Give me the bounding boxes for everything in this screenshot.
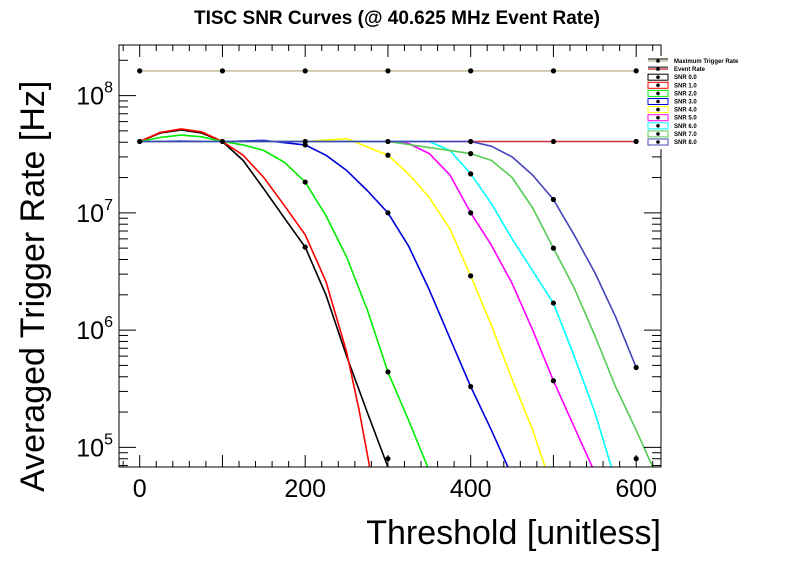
legend-marker [656, 91, 660, 96]
chart-title: TISC SNR Curves (@ 40.625 MHz Event Rate… [194, 8, 600, 29]
data-point [137, 138, 143, 145]
data-point [302, 179, 308, 185]
legend-entry: SNR 6.0 [647, 122, 697, 130]
data-point [550, 245, 557, 251]
x-axis-label: Threshold [unitless] [366, 514, 661, 552]
legend-entry: Maximum Trigger Rate [648, 58, 739, 65]
data-point [302, 68, 308, 74]
x-axis: 0 200 400 600 [122, 45, 657, 503]
data-point [302, 142, 308, 148]
legend-marker [656, 67, 660, 71]
data-point [633, 138, 639, 145]
data-point [385, 152, 391, 158]
y-tick-label: 106 [76, 314, 113, 345]
data-point [385, 210, 391, 216]
legend-entry: SNR 4.0 [647, 106, 697, 114]
legend-marker [656, 75, 660, 79]
legend-entry: SNR 5.0 [647, 114, 697, 122]
legend-marker [656, 132, 660, 136]
legend-entry: SNR 1.0 [647, 81, 697, 89]
legend-label: SNR 2.0 [674, 91, 697, 97]
legend-label: SNR 3.0 [674, 100, 697, 106]
series-line-snr-6-0 [139, 140, 613, 467]
data-point [302, 244, 308, 250]
legend-label: SNR 1.0 [674, 83, 697, 89]
data-point [219, 68, 226, 74]
legend-label: SNR 6.0 [674, 124, 697, 130]
data-point [550, 68, 557, 74]
data-point [385, 68, 391, 74]
series-line-snr-4-0 [139, 137, 546, 467]
plot-frame [118, 44, 662, 468]
series-lines [139, 70, 654, 467]
data-point [468, 383, 474, 390]
legend-entry: Event Rate [648, 66, 706, 73]
series-line-snr-0-0 [139, 129, 389, 467]
y-tick-label: 105 [76, 431, 113, 462]
series-line-snr-3-0 [139, 139, 509, 467]
legend-marker [656, 59, 660, 63]
y-axis: 105 106 107 108 [76, 59, 661, 467]
series-line-snr-1-0 [139, 128, 371, 467]
data-point [633, 68, 639, 74]
legend-marker [656, 107, 660, 112]
legend-label: SNR 4.0 [674, 108, 697, 114]
data-point [633, 364, 639, 371]
legend-entry: SNR 2.0 [647, 89, 697, 97]
legend-entry: SNR 8.0 [647, 138, 697, 146]
x-tick-label: 400 [450, 475, 492, 503]
legend-entry: SNR 3.0 [647, 98, 697, 106]
y-axis-label: Averaged Trigger Rate [Hz] [14, 81, 52, 492]
data-markers [137, 68, 639, 462]
data-point [468, 138, 474, 145]
x-tick-label: 200 [284, 475, 326, 503]
data-point [385, 138, 391, 145]
data-point [468, 273, 474, 279]
series-line-snr-2-0 [139, 134, 429, 467]
data-point [550, 300, 557, 306]
legend-label: SNR 0.0 [674, 75, 697, 81]
y-tick-label: 107 [76, 197, 113, 228]
legend-entry: SNR 7.0 [647, 130, 697, 138]
legend-label: SNR 7.0 [674, 132, 697, 138]
data-point [550, 138, 557, 145]
data-point [385, 369, 391, 375]
legend-marker [656, 83, 660, 88]
data-point [468, 151, 474, 157]
legend-label: Maximum Trigger Rate [674, 59, 739, 65]
data-point [468, 171, 474, 177]
legend-marker [656, 140, 660, 144]
legend-entry: SNR 0.0 [647, 73, 697, 81]
legend-marker [656, 99, 660, 104]
legend-marker [656, 124, 660, 128]
legend-label: SNR 5.0 [674, 116, 697, 122]
data-point [219, 138, 226, 145]
legend-marker [656, 115, 660, 120]
data-point [550, 378, 557, 384]
series-line-snr-8-0 [139, 140, 637, 368]
series-line-snr-7-0 [139, 140, 654, 467]
legend: Maximum Trigger Rate Event Rate SNR 0.0 SNR… [640, 56, 796, 150]
data-point [468, 68, 474, 74]
y-tick-label: 108 [76, 80, 113, 111]
data-point [550, 196, 557, 203]
x-tick-label: 0 [133, 475, 147, 503]
plot-area [118, 44, 662, 468]
data-point [137, 68, 143, 74]
data-point [468, 210, 474, 216]
legend-label: SNR 8.0 [674, 140, 697, 146]
legend-label: Event Rate [674, 67, 706, 73]
x-tick-label: 600 [615, 475, 657, 503]
